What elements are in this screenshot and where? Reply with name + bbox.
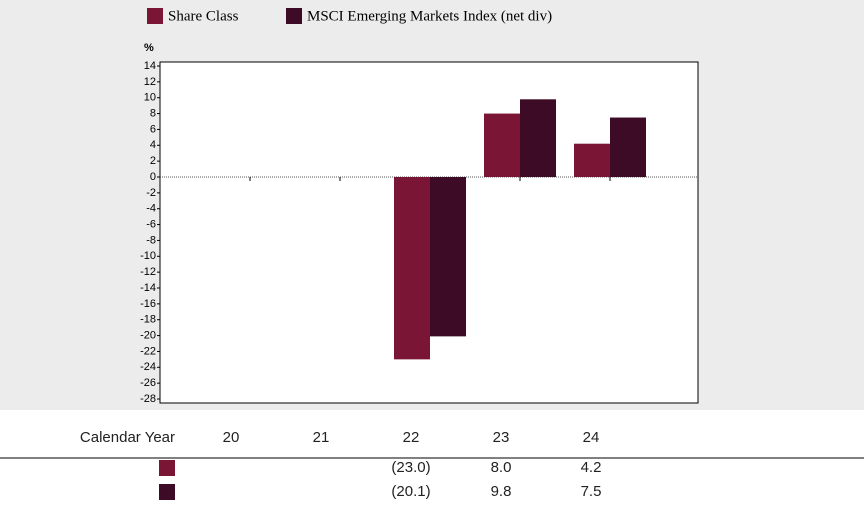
table-year: 24	[583, 429, 600, 446]
legend-swatch	[286, 8, 302, 24]
y-tick-label: 4	[150, 139, 156, 151]
y-tick-label: -10	[140, 250, 156, 262]
y-tick-label: -20	[140, 329, 156, 341]
table-row-swatch	[159, 460, 175, 476]
table-value: 8.0	[491, 459, 512, 476]
y-tick-label: -16	[140, 298, 156, 310]
y-tick-label: 2	[150, 155, 156, 167]
y-tick-label: 14	[144, 60, 156, 72]
legend-label: MSCI Emerging Markets Index (net div)	[307, 8, 552, 24]
table-year: 21	[313, 429, 330, 446]
legend-label: Share Class	[168, 8, 239, 24]
y-tick-label: -8	[146, 234, 156, 246]
table-value: (20.1)	[391, 483, 430, 500]
bar	[610, 117, 646, 177]
y-tick-label: 8	[150, 107, 156, 119]
table-row-swatch	[159, 484, 175, 500]
y-tick-label: -4	[146, 203, 156, 215]
y-tick-label: -26	[140, 377, 156, 389]
legend-swatch	[147, 8, 163, 24]
bar	[574, 143, 610, 177]
y-tick-label: -12	[140, 266, 156, 278]
y-tick-label: 10	[144, 92, 156, 104]
table-year: 22	[403, 429, 420, 446]
y-tick-label: 12	[144, 76, 156, 88]
y-tick-label: 6	[150, 123, 156, 135]
bar	[484, 113, 520, 177]
y-tick-label: -24	[140, 361, 156, 373]
bar	[430, 177, 466, 337]
table-year: 23	[493, 429, 510, 446]
bar	[520, 99, 556, 177]
y-tick-label: -6	[146, 218, 156, 230]
y-tick-label: -14	[140, 282, 156, 294]
table-value: 7.5	[581, 483, 602, 500]
table-value: 9.8	[491, 483, 512, 500]
y-tick-label: 0	[150, 171, 156, 183]
table-year: 20	[223, 429, 240, 446]
y-axis-label: %	[144, 42, 154, 54]
table-value: 4.2	[581, 459, 602, 476]
y-tick-label: -22	[140, 345, 156, 357]
y-tick-label: -28	[140, 393, 156, 405]
bar	[394, 177, 430, 360]
table-value: (23.0)	[391, 459, 430, 476]
table-header: Calendar Year	[80, 429, 175, 446]
y-tick-label: -2	[146, 187, 156, 199]
y-tick-label: -18	[140, 314, 156, 326]
